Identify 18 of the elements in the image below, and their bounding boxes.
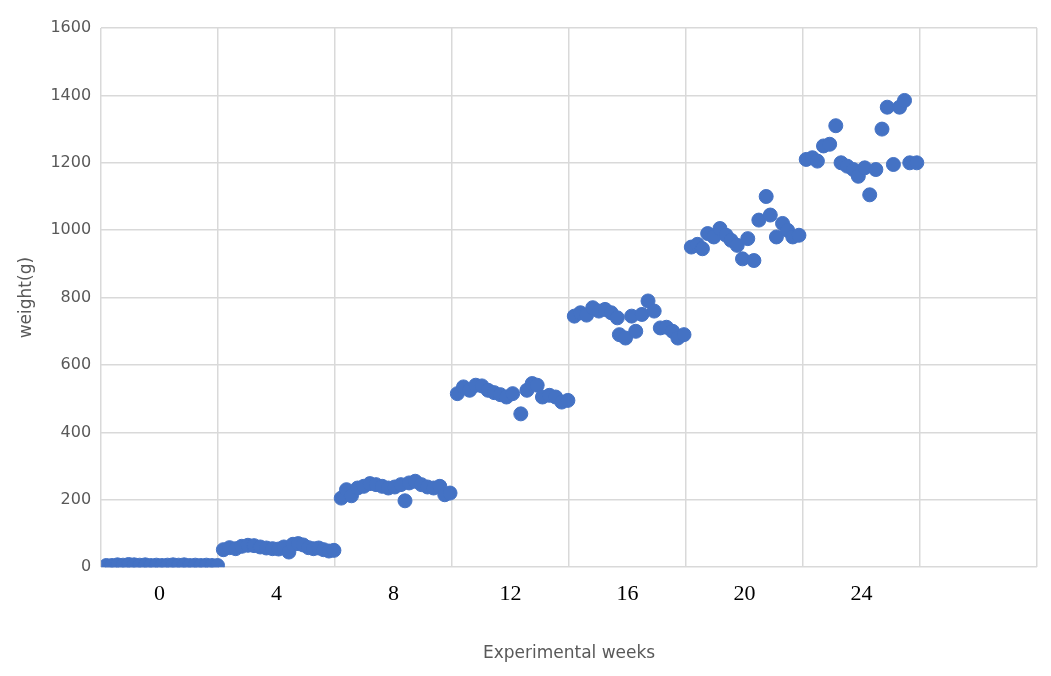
x-tick-label: 0 (154, 580, 166, 606)
y-tick-label: 400 (60, 421, 92, 441)
x-tick-label: 20 (733, 580, 756, 606)
y-tick-label: 1200 (50, 151, 92, 171)
y-tick-label: 0 (80, 556, 92, 576)
y-tick-label: 1400 (50, 84, 92, 104)
y-tick-label: 1600 (50, 17, 92, 37)
y-tick-label: 200 (60, 488, 92, 508)
x-tick-label: 16 (616, 580, 639, 606)
y-tick-label: 1000 (50, 219, 92, 239)
x-axis-title: Experimental weeks (482, 642, 656, 663)
y-axis-title: weight(g) (14, 256, 35, 339)
y-tick-label: 600 (60, 354, 92, 374)
x-tick-label: 4 (271, 580, 283, 606)
x-tick-label: 8 (388, 580, 400, 606)
x-tick-label: 24 (850, 580, 873, 606)
y-tick-label: 800 (60, 286, 92, 306)
x-tick-label: 12 (499, 580, 522, 606)
